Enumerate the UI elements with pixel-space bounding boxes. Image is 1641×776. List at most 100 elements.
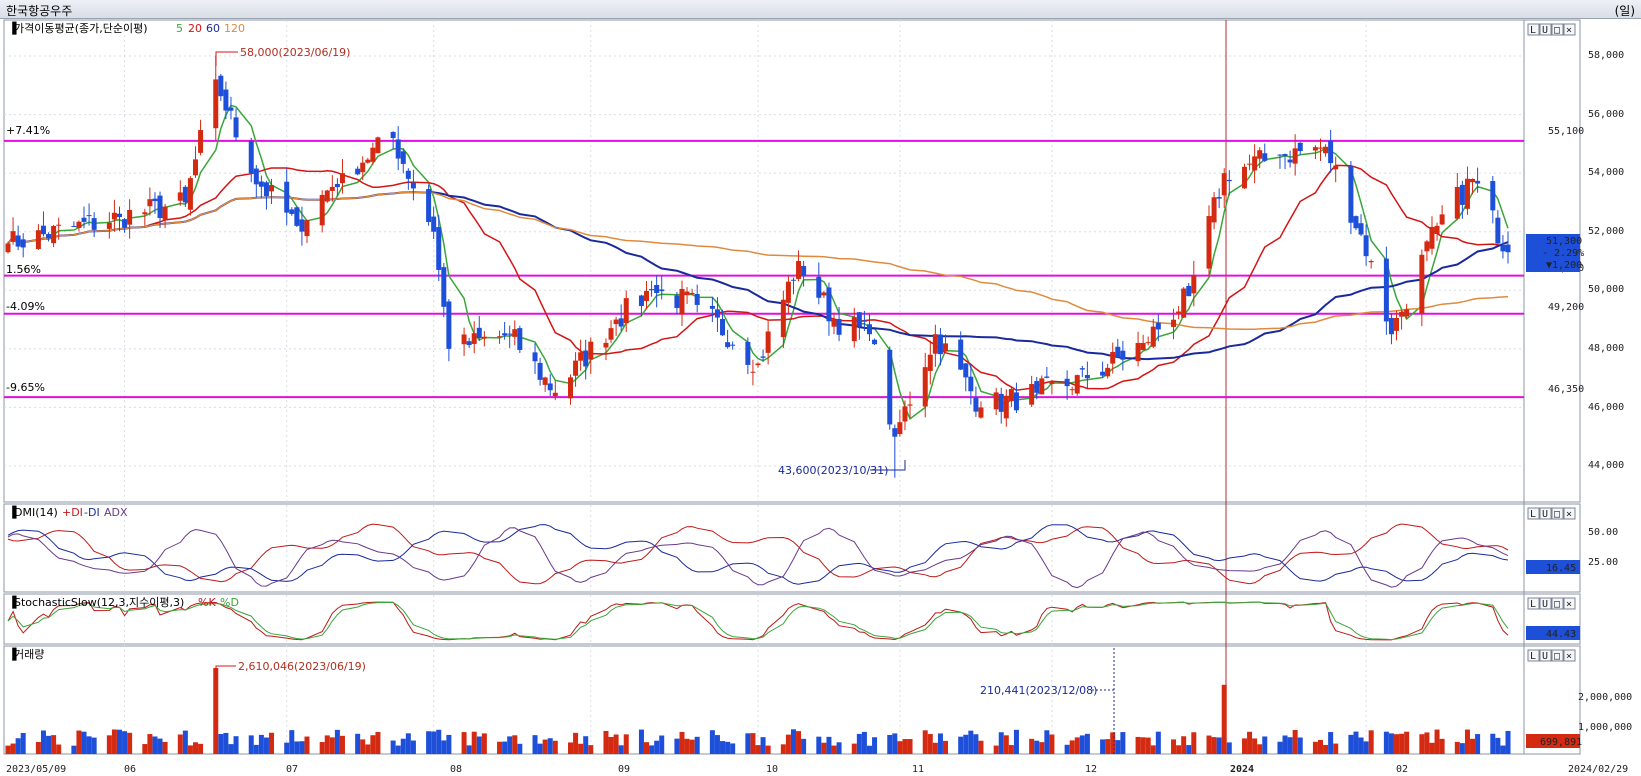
candle-body — [10, 231, 16, 242]
dmi-panel-title[interactable]: DMI(14) — [14, 506, 58, 519]
volume-bar — [537, 743, 543, 754]
volume-bar — [1074, 737, 1080, 754]
volume-bar — [1034, 740, 1040, 754]
panel-button[interactable] — [1539, 23, 1552, 36]
stoch-d-line — [7, 601, 1509, 641]
candle-body — [157, 195, 163, 219]
panel-button[interactable] — [1551, 507, 1564, 520]
candle-body — [674, 295, 680, 308]
volume-bar — [116, 729, 122, 754]
candle-body — [284, 181, 290, 213]
volume-bar — [821, 742, 827, 754]
volume-bar — [623, 734, 629, 754]
panel-button[interactable] — [1527, 649, 1540, 662]
pct-label-3: -4.09% — [6, 300, 45, 313]
volume-bar — [294, 741, 300, 754]
volume-bar — [329, 737, 335, 754]
volume-bar — [355, 733, 361, 754]
dmi-last: 16.45 — [1546, 563, 1576, 574]
volume-bar — [1257, 744, 1263, 754]
candle-body — [993, 392, 999, 410]
panel-button[interactable] — [1563, 507, 1576, 520]
volume-bar — [319, 742, 325, 754]
panel-button[interactable] — [1527, 597, 1540, 610]
volume-bar — [1495, 737, 1501, 754]
candle-body — [517, 328, 523, 350]
volume-bar — [284, 742, 290, 754]
volume-bar — [1135, 736, 1141, 754]
volume-bar — [177, 734, 183, 754]
volume-bar — [654, 740, 660, 754]
panel-button[interactable] — [1527, 23, 1540, 36]
candle-body — [405, 170, 411, 179]
volume-bar — [299, 741, 305, 754]
last-change: ▼1,200 — [1546, 260, 1582, 271]
volume-bar — [1323, 744, 1329, 754]
ma120-line — [7, 191, 1509, 330]
candle-body — [1044, 376, 1050, 378]
candle-body — [801, 265, 807, 277]
period-unit-label[interactable]: (일) — [1614, 4, 1635, 18]
panel-button[interactable] — [1563, 23, 1576, 36]
panel-button[interactable] — [1551, 597, 1564, 610]
volume-bar — [182, 730, 188, 754]
candle-body — [922, 367, 928, 407]
x-month-10: 10 — [766, 764, 778, 775]
panel-button-label: L — [1530, 25, 1536, 36]
candle-body — [1013, 392, 1019, 411]
candle-body — [1388, 317, 1394, 335]
panel-button-label: × — [1566, 599, 1572, 610]
panel-button[interactable] — [1527, 507, 1540, 520]
panel-button[interactable] — [1563, 597, 1576, 610]
volume-mid-note: 210,441(2023/12/08) — [980, 684, 1097, 697]
volume-bar — [471, 731, 477, 754]
candle-body — [233, 117, 239, 138]
candle-body — [431, 216, 437, 232]
panel-button[interactable] — [1563, 649, 1576, 662]
price-panel-title[interactable]: 가격이동평균(종가,단순이평) — [14, 22, 148, 35]
volume-high-pointer — [215, 665, 236, 680]
volume-bar — [684, 738, 690, 754]
candle-body — [360, 162, 366, 173]
volume-bar — [897, 741, 903, 754]
dmi-panel — [3, 503, 1581, 593]
candle-body — [1206, 216, 1212, 269]
dmi-lines — [7, 523, 1509, 589]
volume-bar — [1226, 742, 1232, 754]
panel-button-label: L — [1530, 599, 1536, 610]
k-legend: %K — [198, 596, 216, 609]
panel-button[interactable] — [1539, 649, 1552, 662]
adx-legend: ADX — [104, 506, 128, 519]
volume-bar — [1171, 739, 1177, 754]
panel-button[interactable] — [1551, 23, 1564, 36]
candle-body — [223, 89, 229, 111]
candle-body — [152, 198, 158, 202]
volume-panel-title[interactable]: 거래량 — [14, 648, 44, 661]
panel-button[interactable] — [1539, 507, 1552, 520]
volume-bar — [1394, 734, 1400, 754]
candle-body — [547, 383, 553, 391]
volume-bar — [760, 737, 766, 754]
volume-bar — [1328, 732, 1334, 754]
volume-bar — [46, 735, 52, 754]
volume-last-box — [1526, 734, 1580, 748]
volume-bar — [40, 730, 46, 754]
volume-bar — [91, 737, 97, 754]
stoch-panel-title[interactable]: StochasticSlow(12,3,지수이평,3) — [14, 596, 184, 609]
volume-bar — [801, 738, 807, 754]
candle-body — [258, 181, 264, 187]
volume-bar — [1368, 730, 1374, 754]
volume-bar — [1404, 731, 1410, 754]
candle-body — [86, 215, 92, 217]
level-label-55100: 55,100 — [1548, 126, 1584, 137]
volume-bar — [193, 742, 198, 754]
candle-body — [689, 293, 695, 295]
volume-ytick-2m: 2,000,000 — [1578, 692, 1632, 703]
panel-button[interactable] — [1539, 597, 1552, 610]
candle-body — [1454, 186, 1460, 219]
candle-body — [927, 354, 933, 371]
ytick-44000: 44,000 — [1588, 460, 1624, 471]
candle-body — [1363, 235, 1369, 257]
volume-bar — [1333, 743, 1339, 754]
panel-button[interactable] — [1551, 649, 1564, 662]
